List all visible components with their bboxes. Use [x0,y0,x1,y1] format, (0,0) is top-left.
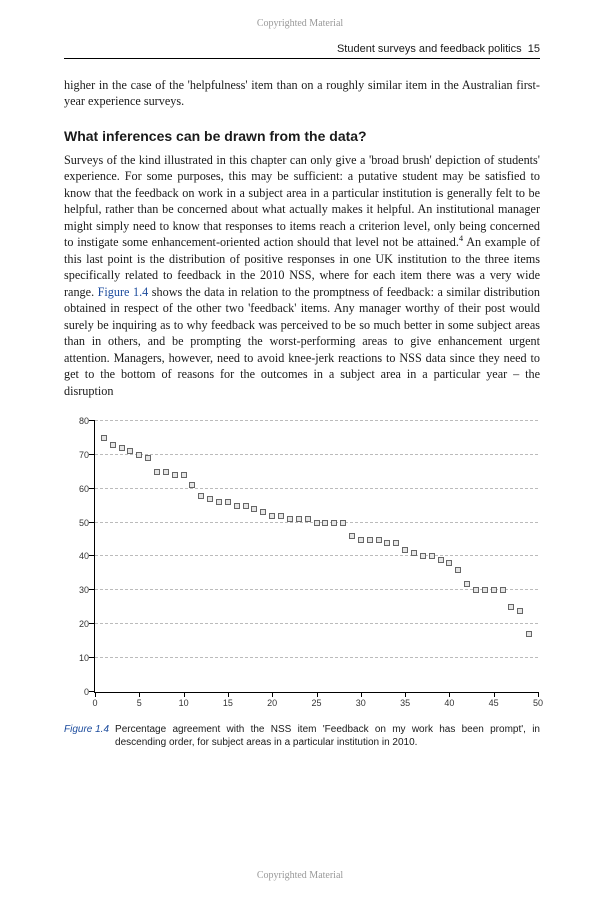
section-heading: What inferences can be drawn from the da… [64,128,540,144]
figure-label: Figure 1.4 [64,723,115,750]
data-point [101,435,107,441]
gridline [95,589,538,590]
data-point [491,587,497,593]
data-point [119,445,125,451]
y-tick-label: 60 [79,484,95,494]
gridline [95,623,538,624]
y-tick-label: 50 [79,518,95,528]
plot-area: 0102030405060708005101520253035404550 [94,421,538,693]
data-point [358,537,364,543]
copyright-bottom: Copyrighted Material [0,870,600,881]
data-point [260,509,266,515]
body-suffix: shows the data in relation to the prompt… [64,285,540,398]
data-point [340,520,346,526]
data-point [207,496,213,502]
data-point [473,587,479,593]
x-tick-label: 25 [311,692,321,708]
running-head: Student surveys and feedback politics 15 [64,43,540,59]
data-point [172,472,178,478]
data-point [251,506,257,512]
data-point [234,503,240,509]
data-point [455,567,461,573]
data-point [349,533,355,539]
data-point [198,493,204,499]
figure-caption-text: Percentage agreement with the NSS item '… [115,723,540,750]
data-point [287,516,293,522]
data-point [154,469,160,475]
lead-paragraph: higher in the case of the 'helpfulness' … [64,77,540,110]
data-point [145,455,151,461]
copyright-top: Copyrighted Material [0,0,600,29]
y-tick-label: 10 [79,653,95,663]
data-point [429,553,435,559]
data-point [411,550,417,556]
data-point [482,587,488,593]
data-point [464,581,470,587]
data-point [384,540,390,546]
y-tick-label: 20 [79,619,95,629]
y-tick-label: 80 [79,416,95,426]
data-point [508,604,514,610]
x-tick-label: 10 [179,692,189,708]
data-point [376,537,382,543]
data-point [216,499,222,505]
scatter-chart: 0102030405060708005101520253035404550 [72,417,540,717]
data-point [438,557,444,563]
data-point [526,631,532,637]
y-tick-label: 30 [79,585,95,595]
x-tick-label: 50 [533,692,543,708]
data-point [296,516,302,522]
x-tick-label: 40 [444,692,454,708]
data-point [331,520,337,526]
figure-reference[interactable]: Figure 1.4 [98,285,149,299]
data-point [305,516,311,522]
x-tick-label: 35 [400,692,410,708]
figure-caption: Figure 1.4 Percentage agreement with the… [64,723,540,750]
data-point [517,608,523,614]
x-tick-label: 30 [356,692,366,708]
data-point [420,553,426,559]
data-point [278,513,284,519]
x-tick-label: 5 [137,692,142,708]
data-point [269,513,275,519]
data-point [322,520,328,526]
gridline [95,488,538,489]
data-point [500,587,506,593]
data-point [243,503,249,509]
x-tick-label: 45 [489,692,499,708]
data-point [136,452,142,458]
data-point [110,442,116,448]
x-tick-label: 20 [267,692,277,708]
data-point [163,469,169,475]
x-tick-label: 0 [92,692,97,708]
gridline [95,420,538,421]
data-point [225,499,231,505]
data-point [446,560,452,566]
data-point [189,482,195,488]
data-point [402,547,408,553]
section-body: Surveys of the kind illustrated in this … [64,152,540,399]
page-number: 15 [528,43,540,55]
running-title: Student surveys and feedback politics [337,43,522,55]
figure-1-4: 0102030405060708005101520253035404550 Fi… [64,417,540,750]
data-point [367,537,373,543]
x-tick-label: 15 [223,692,233,708]
data-point [314,520,320,526]
gridline [95,657,538,658]
data-point [127,448,133,454]
y-tick-label: 70 [79,450,95,460]
gridline [95,454,538,455]
gridline [95,555,538,556]
data-point [181,472,187,478]
y-tick-label: 40 [79,551,95,561]
page-content: Student surveys and feedback politics 15… [0,29,600,750]
data-point [393,540,399,546]
